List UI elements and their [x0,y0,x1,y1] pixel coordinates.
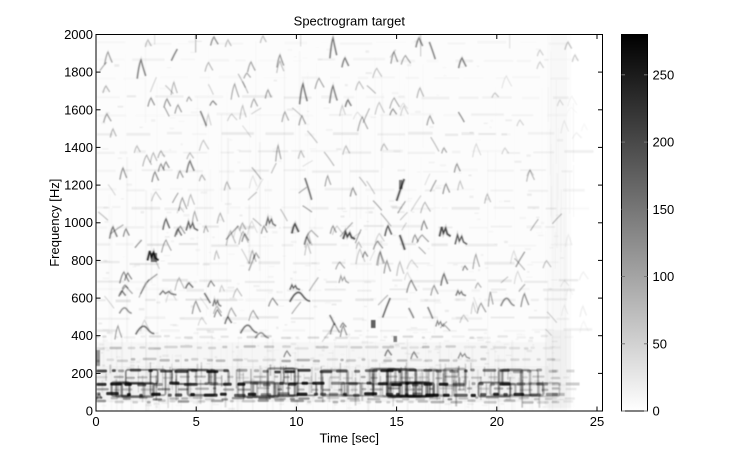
svg-text:0: 0 [653,404,660,419]
svg-text:2000: 2000 [64,27,93,42]
svg-text:200: 200 [71,366,93,381]
svg-text:15: 15 [389,414,403,429]
svg-text:600: 600 [71,291,93,306]
svg-text:1800: 1800 [64,65,93,80]
svg-text:1200: 1200 [64,178,93,193]
svg-text:Time [sec]: Time [sec] [320,431,379,446]
svg-text:50: 50 [653,336,667,351]
svg-text:0: 0 [92,414,99,429]
svg-text:100: 100 [653,269,675,284]
svg-text:Frequency [Hz]: Frequency [Hz] [47,179,62,267]
svg-text:150: 150 [653,202,675,217]
svg-text:250: 250 [653,67,675,82]
svg-text:0: 0 [86,404,93,419]
svg-text:Spectrogram target: Spectrogram target [294,13,406,28]
svg-text:25: 25 [590,414,604,429]
svg-text:200: 200 [653,135,675,150]
svg-text:800: 800 [71,253,93,268]
svg-text:5: 5 [193,414,200,429]
svg-text:1600: 1600 [64,102,93,117]
svg-text:1000: 1000 [64,215,93,230]
svg-text:400: 400 [71,328,93,343]
svg-text:20: 20 [490,414,504,429]
svg-text:1400: 1400 [64,140,93,155]
svg-text:10: 10 [289,414,303,429]
